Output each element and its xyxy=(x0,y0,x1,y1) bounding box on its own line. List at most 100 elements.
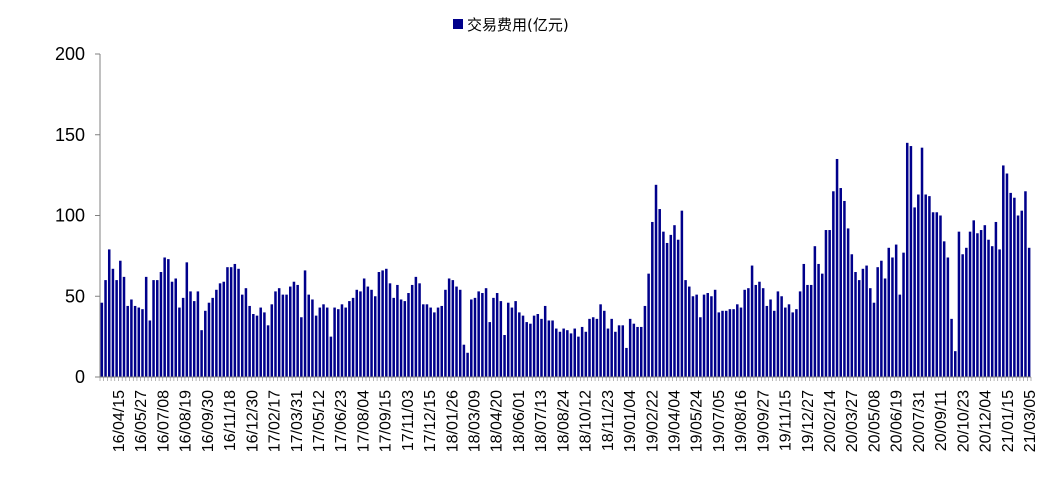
bar xyxy=(695,294,698,377)
bar xyxy=(470,299,473,377)
x-tick-label: 17/05/12 xyxy=(311,390,328,452)
x-tick-label: 17/09/15 xyxy=(378,390,395,452)
bar xyxy=(355,289,359,377)
bar xyxy=(377,272,381,377)
bar xyxy=(185,262,189,377)
bar xyxy=(894,244,898,377)
bar xyxy=(274,291,277,377)
bar xyxy=(285,294,288,377)
x-tick-label: 19/05/24 xyxy=(689,390,706,452)
bar xyxy=(444,289,447,377)
bar xyxy=(994,221,998,377)
bar xyxy=(119,260,122,377)
bar xyxy=(983,225,987,377)
bar xyxy=(795,309,798,377)
bar xyxy=(979,230,983,377)
bar xyxy=(998,249,1001,377)
x-tick-label: 16/04/15 xyxy=(111,390,128,452)
bar xyxy=(676,239,680,377)
bar xyxy=(839,188,842,377)
bar xyxy=(946,257,950,377)
bar xyxy=(835,158,839,377)
x-tick-label: 21/01/15 xyxy=(1000,390,1017,452)
bar xyxy=(100,302,104,377)
bar xyxy=(891,257,894,377)
bar xyxy=(713,289,717,377)
bar xyxy=(669,234,673,377)
bar xyxy=(322,304,325,377)
bar xyxy=(521,315,525,377)
bar xyxy=(226,267,229,377)
bar xyxy=(824,230,828,377)
bar xyxy=(684,280,687,377)
x-tick-label: 18/08/24 xyxy=(555,390,572,452)
bar xyxy=(222,281,226,377)
bar xyxy=(850,254,854,377)
bar xyxy=(1005,173,1009,377)
bar xyxy=(606,328,610,377)
bar xyxy=(717,312,721,377)
bar xyxy=(787,304,791,377)
bar xyxy=(215,289,218,377)
x-tick-label: 16/09/30 xyxy=(200,390,217,452)
bar xyxy=(388,283,392,377)
x-tick-label: 17/11/03 xyxy=(400,390,417,451)
x-tick-label: 16/08/19 xyxy=(178,390,195,452)
x-tick-label: 17/12/15 xyxy=(422,390,439,452)
bar xyxy=(218,283,222,377)
bar xyxy=(909,146,913,377)
bar xyxy=(181,297,185,377)
bar xyxy=(130,299,133,377)
bar xyxy=(248,305,251,377)
bar xyxy=(451,280,455,377)
bar xyxy=(628,318,632,377)
bar xyxy=(473,297,477,377)
bar xyxy=(680,210,684,377)
bar xyxy=(392,297,395,377)
bar xyxy=(662,231,665,377)
bar xyxy=(292,281,296,377)
bar xyxy=(758,281,761,377)
x-tick-label: 19/09/27 xyxy=(755,390,772,452)
bar xyxy=(270,304,274,377)
bar xyxy=(654,184,658,377)
bar xyxy=(510,307,514,377)
bar xyxy=(961,254,964,377)
bar xyxy=(821,273,824,377)
bar xyxy=(743,289,746,377)
bar xyxy=(566,330,569,377)
bar xyxy=(484,288,488,377)
bar xyxy=(736,304,739,377)
bar xyxy=(266,325,270,377)
bar xyxy=(399,299,403,377)
bar xyxy=(924,194,927,377)
bar xyxy=(244,288,248,377)
bar xyxy=(957,231,961,377)
bar xyxy=(1027,247,1031,377)
bar xyxy=(141,309,144,377)
bar xyxy=(806,284,809,377)
bar xyxy=(761,288,765,377)
bar xyxy=(518,312,521,377)
bar xyxy=(126,305,129,377)
bar xyxy=(385,268,388,377)
bar xyxy=(543,305,547,377)
x-tick-label: 19/07/05 xyxy=(711,390,728,452)
bar xyxy=(665,242,669,377)
bar xyxy=(104,280,107,377)
bar xyxy=(651,221,654,377)
bar xyxy=(447,278,451,377)
bar xyxy=(699,317,702,377)
x-tick-label: 21/03/05 xyxy=(1022,390,1039,452)
bar xyxy=(525,322,528,377)
bar xyxy=(122,276,126,377)
bar xyxy=(325,307,329,377)
y-tick-label: 150 xyxy=(55,125,85,145)
bar xyxy=(240,294,244,377)
bar xyxy=(939,215,942,377)
bar xyxy=(429,307,432,377)
bar xyxy=(843,200,846,377)
bar xyxy=(403,301,407,377)
bar xyxy=(296,284,299,377)
bar xyxy=(595,318,599,377)
